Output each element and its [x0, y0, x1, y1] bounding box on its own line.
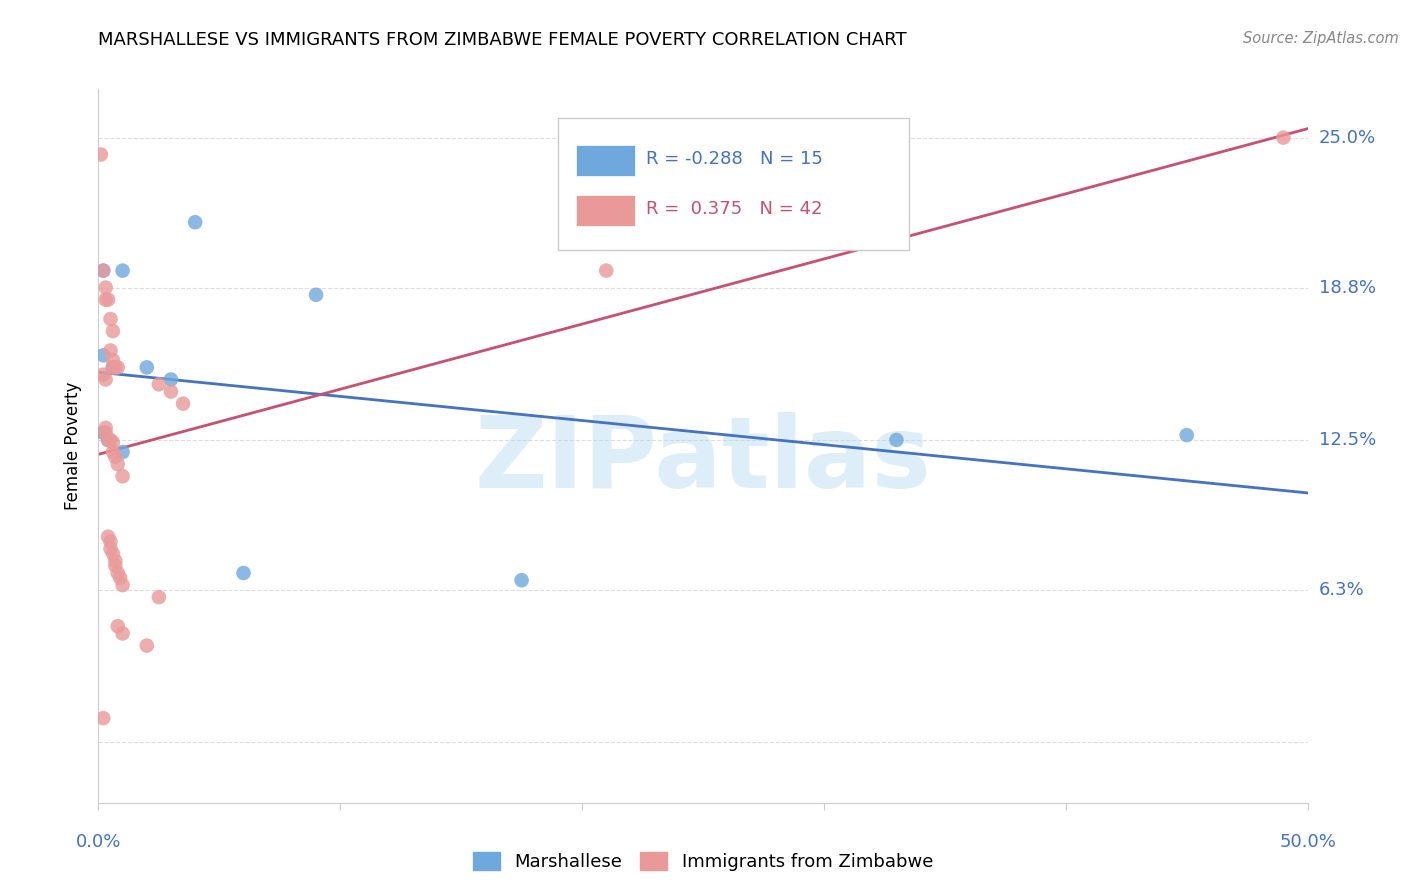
- Point: [94, 421, 117, 435]
- Point: [91, 263, 114, 277]
- Point: [160, 384, 183, 399]
- Point: [148, 377, 170, 392]
- Point: [101, 324, 124, 338]
- Point: [111, 578, 134, 592]
- Point: [510, 574, 533, 588]
- Point: [1272, 130, 1295, 145]
- Point: [104, 554, 127, 568]
- Legend: Marshallese, Immigrants from Zimbabwe: Marshallese, Immigrants from Zimbabwe: [465, 845, 941, 879]
- Point: [111, 445, 134, 459]
- Point: [91, 368, 114, 382]
- Point: [94, 425, 117, 440]
- Point: [107, 619, 129, 633]
- Text: R =  0.375   N = 42: R = 0.375 N = 42: [647, 200, 823, 218]
- Text: 6.3%: 6.3%: [1319, 581, 1364, 599]
- Point: [101, 360, 124, 375]
- Point: [107, 566, 129, 580]
- Point: [107, 457, 129, 471]
- Point: [97, 433, 120, 447]
- Text: R = -0.288   N = 15: R = -0.288 N = 15: [647, 150, 823, 168]
- Text: 50.0%: 50.0%: [1279, 833, 1336, 851]
- Point: [160, 372, 183, 386]
- Point: [104, 450, 127, 464]
- Point: [90, 147, 112, 161]
- Point: [101, 547, 124, 561]
- Point: [101, 435, 124, 450]
- Y-axis label: Female Poverty: Female Poverty: [65, 382, 83, 510]
- Point: [111, 626, 134, 640]
- Point: [101, 445, 124, 459]
- Point: [232, 566, 254, 580]
- Point: [305, 288, 328, 302]
- Point: [100, 534, 122, 549]
- Point: [97, 530, 120, 544]
- Text: Source: ZipAtlas.com: Source: ZipAtlas.com: [1243, 31, 1399, 46]
- Text: 18.8%: 18.8%: [1319, 278, 1375, 296]
- Text: 25.0%: 25.0%: [1319, 128, 1376, 146]
- Point: [100, 343, 122, 358]
- Point: [886, 433, 908, 447]
- Point: [91, 711, 114, 725]
- FancyBboxPatch shape: [576, 194, 636, 227]
- Text: 0.0%: 0.0%: [76, 833, 121, 851]
- Text: ZIPatlas: ZIPatlas: [475, 412, 931, 508]
- Point: [135, 360, 157, 375]
- Point: [97, 293, 120, 307]
- Point: [91, 348, 114, 362]
- Text: MARSHALLESE VS IMMIGRANTS FROM ZIMBABWE FEMALE POVERTY CORRELATION CHART: MARSHALLESE VS IMMIGRANTS FROM ZIMBABWE …: [98, 31, 907, 49]
- Point: [148, 590, 170, 604]
- Point: [172, 397, 194, 411]
- Point: [595, 263, 617, 277]
- Point: [104, 360, 127, 375]
- Point: [94, 372, 117, 386]
- FancyBboxPatch shape: [576, 145, 636, 177]
- Point: [91, 263, 114, 277]
- Text: 12.5%: 12.5%: [1319, 431, 1376, 449]
- FancyBboxPatch shape: [558, 118, 908, 250]
- Point: [100, 433, 122, 447]
- Point: [100, 541, 122, 556]
- Point: [104, 558, 127, 573]
- Point: [135, 639, 157, 653]
- Point: [111, 263, 134, 277]
- Point: [97, 433, 120, 447]
- Point: [91, 425, 114, 440]
- Point: [111, 469, 134, 483]
- Point: [184, 215, 207, 229]
- Point: [101, 360, 124, 375]
- Point: [108, 571, 131, 585]
- Point: [94, 293, 117, 307]
- Point: [1175, 428, 1198, 442]
- Point: [101, 353, 124, 368]
- Point: [100, 312, 122, 326]
- Point: [94, 280, 117, 294]
- Point: [107, 360, 129, 375]
